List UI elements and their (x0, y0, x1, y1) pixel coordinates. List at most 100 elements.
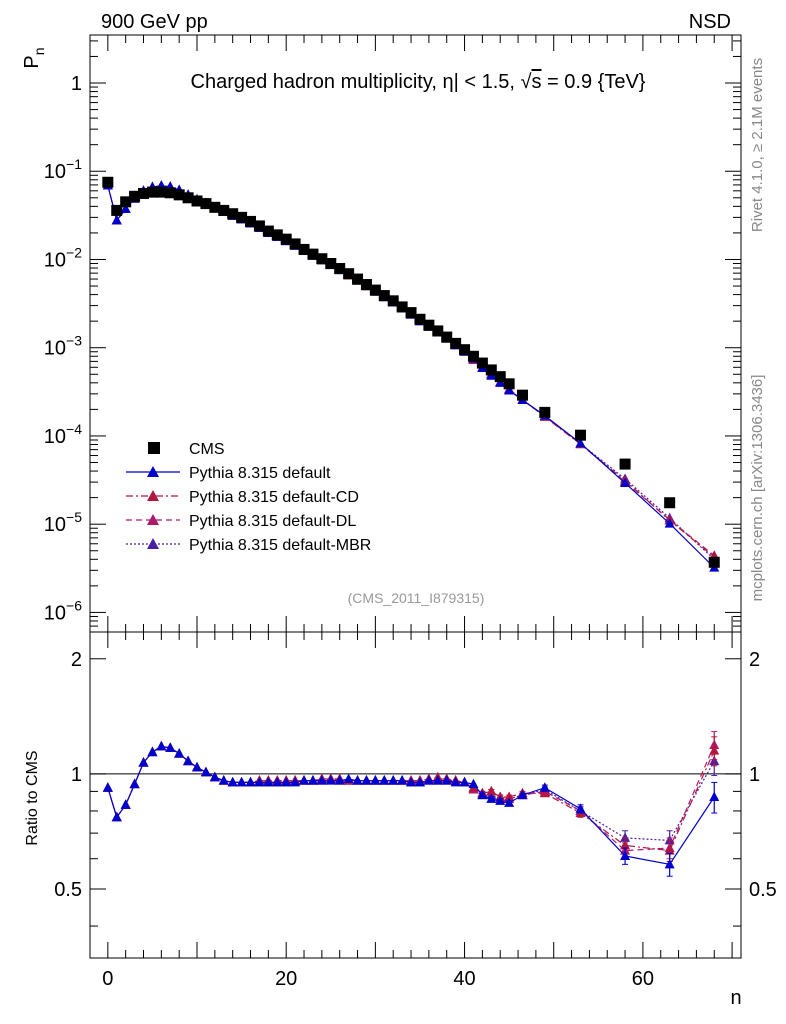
legend-marker-triangle (147, 490, 159, 501)
ratio-point-triangle (406, 776, 417, 787)
ratio-point-triangle (432, 775, 443, 785)
x-tick-label: 20 (275, 968, 297, 990)
ratio-point-triangle (397, 775, 408, 785)
x-tick-label: 0 (102, 968, 113, 990)
cms-data-point (218, 204, 230, 216)
ratio-y-axis-label: Ratio to CMS (24, 750, 41, 845)
ratio-y-tick-label-right: 0.5 (749, 879, 777, 901)
ratio-y-tick-label-right: 1 (749, 764, 760, 786)
ratio-point-triangle (111, 811, 122, 822)
ratio-point-triangle (495, 795, 506, 805)
analysis-tag: (CMS_2011_I879315) (348, 590, 485, 606)
ratio-point-triangle (620, 839, 631, 850)
x-tick-label: 40 (453, 968, 475, 990)
x-tick-label: 60 (632, 968, 654, 990)
cms-data-point (120, 196, 132, 208)
ratio-point-triangle (272, 776, 283, 787)
cms-data-point (476, 357, 488, 369)
cms-data-point (574, 429, 586, 441)
ratio-point-triangle (361, 775, 372, 785)
cms-data-point (236, 211, 248, 223)
legend-label: Pythia 8.315 default (189, 465, 331, 482)
main-y-tick-base: 10 (44, 249, 66, 271)
ratio-point-triangle (486, 793, 497, 803)
cms-data-point (245, 215, 257, 227)
cms-data-point (539, 406, 551, 418)
cms-data-point (441, 331, 453, 343)
ratio-point-triangle (299, 775, 310, 785)
cms-data-point (708, 556, 720, 568)
ratio-point-triangle (486, 785, 497, 796)
cms-data-point (173, 189, 185, 201)
cms-data-point (155, 186, 167, 198)
ratio-point-triangle (102, 782, 113, 792)
cms-data-point (164, 187, 176, 199)
main-series-layer (102, 176, 720, 572)
cms-data-point (289, 238, 301, 250)
ratio-plot-frame (89, 631, 742, 959)
ratio-point-triangle (343, 773, 354, 783)
main-point-triangle (120, 203, 131, 213)
main-y-tick-exponent: −5 (66, 509, 82, 525)
cms-data-point (619, 458, 631, 470)
ratio-point-triangle (517, 789, 528, 800)
ratio-y-tick-label-right: 2 (749, 649, 760, 671)
ratio-point-triangle (379, 775, 390, 785)
legend-marker-triangle (147, 538, 159, 549)
cms-data-point (191, 195, 203, 207)
ratio-point-triangle (290, 776, 301, 787)
cms-data-point (343, 268, 355, 280)
legend-label: CMS (189, 441, 225, 458)
title-s: s (532, 71, 542, 93)
ratio-point-triangle (450, 776, 461, 787)
cms-data-point (352, 273, 364, 285)
cms-data-point (414, 313, 426, 325)
cms-data-point (485, 364, 497, 376)
main-y-tick-label: 10−1 (44, 156, 82, 183)
title-mid: | < 1.5, (454, 71, 521, 93)
ratio-point-triangle (477, 789, 488, 800)
mcplots-label: mcplots.cern.ch [arXiv:1306.3436] (749, 375, 766, 602)
ratio-point-triangle (539, 787, 550, 798)
cms-data-point (360, 279, 372, 291)
ratio-point-triangle (174, 748, 185, 758)
title-sqrt: √ (521, 71, 532, 93)
ratio-point-triangle (441, 775, 452, 785)
legend-label: Pythia 8.315 default-CD (189, 489, 359, 506)
ratio-y-tick-label-left: 0.5 (54, 879, 82, 901)
y-axis-label-main: P (21, 55, 43, 68)
cms-data-point (664, 497, 676, 509)
ratio-series-layer (102, 731, 720, 877)
title-suffix: = 0.9 {TeV} (542, 71, 646, 93)
ratio-point-triangle (147, 746, 158, 757)
cms-data-point (102, 176, 114, 188)
main-plot-frame (89, 34, 742, 633)
ratio-point-triangle (664, 858, 675, 869)
legend-label: Pythia 8.315 default-DL (189, 513, 356, 530)
cms-data-point (423, 319, 435, 331)
main-axis-ticks (90, 35, 741, 633)
ratio-point-triangle (468, 778, 479, 789)
ratio-point-triangle (334, 775, 345, 785)
cms-data-point (517, 389, 529, 401)
main-y-tick-base: 10 (44, 602, 66, 624)
y-axis-label-subscript: n (31, 47, 47, 55)
cms-data-point (307, 248, 319, 260)
main-y-tick-label: 10−5 (44, 509, 82, 536)
cms-data-point (450, 337, 462, 349)
ratio-point-triangle (281, 776, 292, 787)
ratio-series-line (107, 745, 715, 852)
ratio-point-triangle (709, 745, 720, 755)
ratio-point-triangle (388, 775, 399, 785)
ratio-point-triangle (263, 776, 274, 787)
main-y-tick-label: 10−2 (44, 244, 82, 271)
cms-data-point (387, 295, 399, 307)
ratio-point-triangle (138, 757, 149, 767)
cms-data-point (262, 225, 274, 237)
ratio-point-triangle (307, 775, 318, 785)
main-y-tick-base: 10 (44, 426, 66, 448)
main-series-line (107, 185, 715, 569)
ratio-axis-ticks (90, 632, 741, 958)
main-y-tick-label: 10−3 (44, 333, 82, 360)
